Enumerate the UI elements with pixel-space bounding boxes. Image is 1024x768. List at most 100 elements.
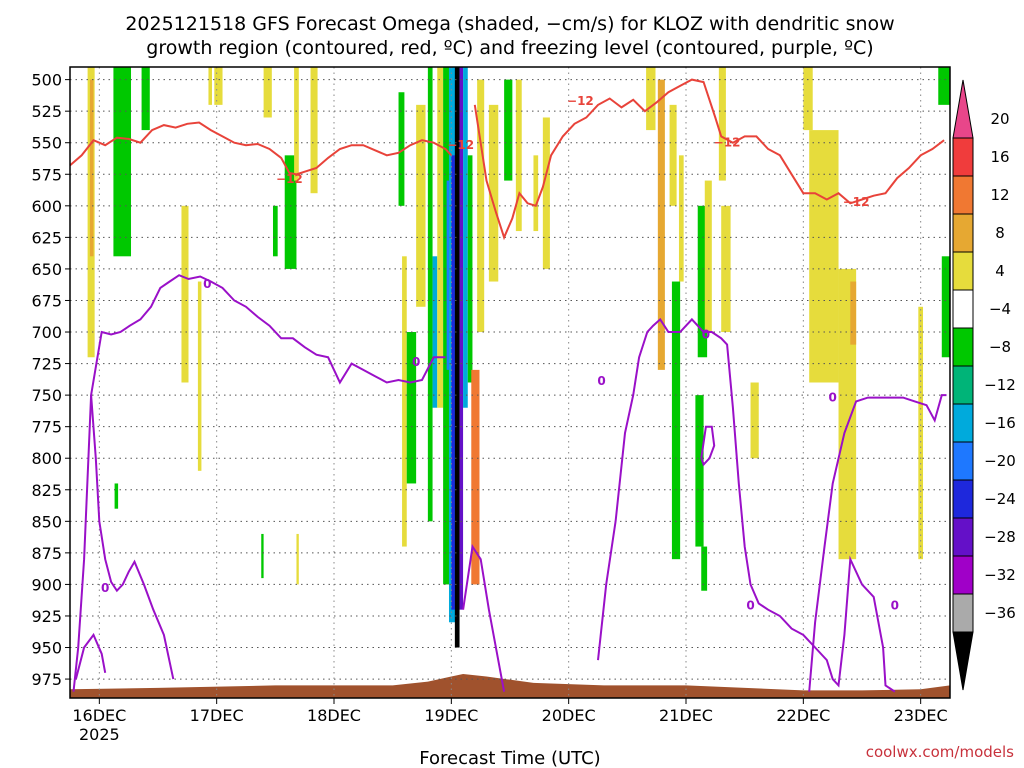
x-axis-label: Forecast Time (UTC) [419, 748, 600, 768]
freezing-contour-5 [808, 394, 947, 692]
dendritic-label-2: −12 [567, 94, 594, 108]
x-tick-label-0: 16DEC [72, 706, 126, 725]
y-tick-label-625: 625 [31, 228, 62, 247]
colorbar-bin-2 [952, 175, 974, 215]
freezing-contour-6 [700, 425, 716, 467]
omega-cell-22 [437, 67, 444, 408]
omega-cell-17 [402, 256, 407, 547]
omega-cell-41 [678, 155, 684, 282]
freezing-label-5: 0 [746, 599, 754, 613]
omega-cell-24 [446, 180, 451, 370]
y-tick-label-750: 750 [31, 386, 62, 405]
colorbar-label-12: −32 [984, 566, 1016, 584]
y-tick-label-550: 550 [31, 134, 62, 153]
omega-cell-33 [488, 104, 499, 282]
colorbar-label-11: −28 [984, 528, 1016, 546]
omega-cell-16 [398, 92, 405, 206]
colorbar-bin-12 [952, 555, 974, 595]
omega-cell-44 [718, 67, 726, 181]
omega-cell-2 [113, 67, 132, 257]
omega-cell-11 [272, 205, 278, 257]
y-tick-label-850: 850 [31, 512, 62, 531]
grid-lines [70, 67, 950, 698]
credit-text: coolwx.com/models [866, 743, 1014, 761]
colorbar-label-10: −24 [984, 490, 1016, 508]
colorbar-bin-0 [952, 79, 974, 139]
omega-cell-23 [443, 67, 449, 585]
x-tick-label-6: 22DEC [776, 706, 830, 725]
colorbar-bin-14 [952, 631, 974, 691]
omega-cell-39 [657, 79, 665, 370]
omega-cell-21 [432, 256, 438, 408]
freezing-label-4: 0 [702, 327, 710, 341]
dendritic-contour-1 [473, 78, 945, 241]
omega-cell-49 [750, 382, 759, 459]
omega-shading [87, 67, 950, 648]
y-tick-label-600: 600 [31, 197, 62, 216]
omega-cell-28 [459, 67, 464, 610]
freezing-contour-4 [597, 317, 896, 693]
freezing-label-0: 0 [203, 277, 211, 291]
dendritic-label-3: −12 [714, 136, 741, 150]
y-axis: 500 525 550 575 600 625 650 675 700 725 750 775 800 8… [31, 71, 70, 689]
omega-cell-6 [197, 281, 202, 471]
y-tick-label-575: 575 [31, 165, 62, 184]
omega-cell-10 [284, 155, 297, 269]
y-tick-label-800: 800 [31, 449, 62, 468]
y-tick-label-700: 700 [31, 323, 62, 342]
colorbar-bin-7 [952, 365, 974, 405]
contours: −12 −12 −12 −12 −12 0 0 0 0 0 0 0 0 [69, 78, 947, 693]
omega-cell-54 [850, 281, 857, 345]
plot-frame [69, 66, 951, 699]
omega-cell-12 [294, 67, 299, 181]
colorbar-bin-13 [952, 593, 974, 633]
x-tick-label-2: 18DEC [307, 706, 361, 725]
dendritic-contour-0 [69, 121, 453, 176]
omega-cell-36 [533, 155, 539, 232]
freezing-contour-1 [90, 395, 175, 680]
omega-cell-55 [918, 306, 924, 560]
freezing-label-3: 0 [597, 374, 605, 388]
omega-cell-37 [542, 117, 550, 269]
dendritic-label-0: −12 [276, 172, 303, 186]
omega-cell-56 [938, 67, 950, 105]
y-tick-label-775: 775 [31, 418, 62, 437]
x-tick-label-4: 20DEC [542, 706, 596, 725]
freezing-label-1: 0 [412, 355, 420, 369]
omega-cell-42 [697, 205, 708, 358]
omega-cell-18 [406, 332, 417, 484]
chart-title-line-1: 2025121518 GFS Forecast Omega (shaded, −… [125, 13, 894, 35]
colorbar-bin-8 [952, 403, 974, 443]
terrain-area [70, 674, 950, 698]
colorbar-label-13: −36 [984, 604, 1016, 622]
y-tick-label-825: 825 [31, 481, 62, 500]
x-tick-label-7: 23DEC [894, 706, 948, 725]
omega-cell-47 [695, 395, 704, 547]
y-tick-label-950: 950 [31, 639, 62, 658]
colorbar-label-4: 4 [995, 262, 1005, 280]
colorbar-label-2: 12 [990, 186, 1009, 204]
colorbar-label-8: −16 [984, 414, 1016, 432]
omega-cell-32 [477, 79, 485, 333]
colorbar-label-6: −8 [989, 338, 1011, 356]
omega-cell-30 [467, 155, 473, 383]
colorbar-label-0: 20 [990, 110, 1009, 128]
omega-cell-57 [941, 256, 950, 358]
omega-cell-34 [504, 79, 513, 181]
x-tick-label-5: 21DEC [659, 706, 713, 725]
omega-cell-38 [646, 67, 656, 131]
colorbar-bin-10 [952, 479, 974, 519]
omega-cell-40 [669, 104, 677, 206]
x-axis: 16DEC 17DEC 18DEC 19DEC 20DEC 21DEC 22DEC 23DEC… [72, 698, 948, 744]
colorbar: 20 16 12 8 4 −4 −8 −12 −16 −20 −24 −28 −32 −36 [952, 79, 1016, 691]
omega-cell-1 [89, 79, 94, 257]
y-tick-label-925: 925 [31, 607, 62, 626]
y-tick-label-525: 525 [31, 102, 62, 121]
freezing-label-7: 0 [891, 599, 899, 613]
colorbar-label-1: 16 [990, 148, 1009, 166]
colorbar-bin-9 [952, 441, 974, 481]
colorbar-label-5: −4 [989, 300, 1011, 318]
omega-cell-27 [454, 67, 460, 648]
colorbar-label-9: −20 [984, 452, 1016, 470]
